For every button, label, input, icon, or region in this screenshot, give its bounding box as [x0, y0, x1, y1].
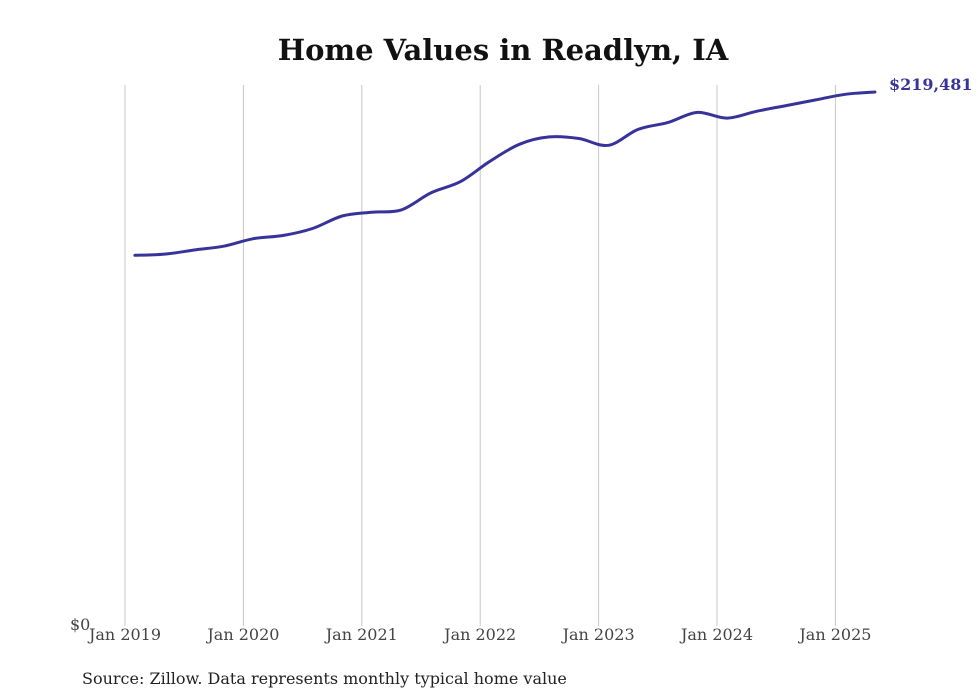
x-axis-tick-label: Jan 2022 — [442, 625, 516, 644]
x-axis-tick-labels: Jan 2019 Jan 2020 Jan 2021 Jan 2022 Jan 2023… — [87, 625, 871, 644]
x-axis-tick-label: Jan 2021 — [324, 625, 398, 644]
end-value-label: $219,481 — [889, 75, 973, 94]
x-axis-tick-label: Jan 2023 — [561, 625, 635, 644]
y-axis-tick-label: $0 — [70, 615, 90, 634]
x-axis-tick-label: Jan 2020 — [205, 625, 279, 644]
chart-title: Home Values in Readlyn, IA — [278, 33, 729, 67]
x-axis-tick-label: Jan 2019 — [87, 625, 161, 644]
x-axis-tick-label: Jan 2025 — [797, 625, 871, 644]
gridlines — [124, 85, 836, 626]
series-line — [133, 90, 877, 257]
x-axis-tick-label: Jan 2024 — [679, 625, 753, 644]
source-note: Source: Zillow. Data represents monthly … — [82, 669, 567, 688]
